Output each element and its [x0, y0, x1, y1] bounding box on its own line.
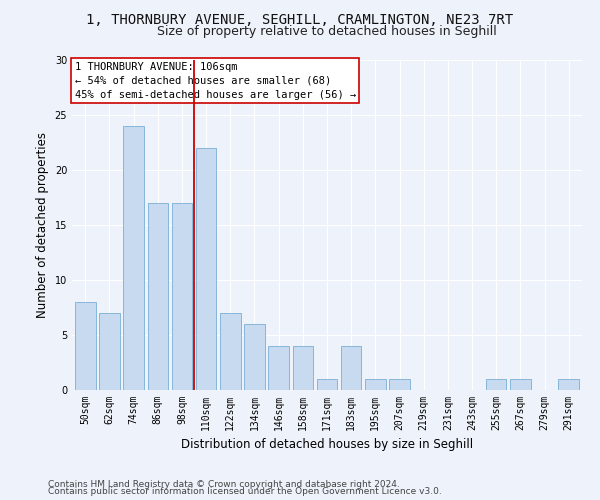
Text: Contains HM Land Registry data © Crown copyright and database right 2024.: Contains HM Land Registry data © Crown c… [48, 480, 400, 489]
Bar [293, 346, 313, 390]
Bar [559, 379, 579, 390]
Text: Contains public sector information licensed under the Open Government Licence v3: Contains public sector information licen… [48, 488, 442, 496]
Text: 1 THORNBURY AVENUE: 106sqm
← 54% of detached houses are smaller (68)
45% of semi: 1 THORNBURY AVENUE: 106sqm ← 54% of deta… [74, 62, 356, 100]
Title: Size of property relative to detached houses in Seghill: Size of property relative to detached ho… [157, 25, 497, 38]
Text: 1, THORNBURY AVENUE, SEGHILL, CRAMLINGTON, NE23 7RT: 1, THORNBURY AVENUE, SEGHILL, CRAMLINGTO… [86, 12, 514, 26]
Bar [172, 203, 192, 390]
Bar [365, 379, 386, 390]
Bar [148, 203, 168, 390]
Bar [196, 148, 217, 390]
Bar [99, 313, 120, 390]
Bar [244, 324, 265, 390]
Bar [510, 379, 530, 390]
Bar [220, 313, 241, 390]
Bar [486, 379, 506, 390]
Y-axis label: Number of detached properties: Number of detached properties [36, 132, 49, 318]
Bar [389, 379, 410, 390]
Bar [341, 346, 361, 390]
Bar [124, 126, 144, 390]
Bar [75, 302, 95, 390]
Bar [317, 379, 337, 390]
Bar [268, 346, 289, 390]
X-axis label: Distribution of detached houses by size in Seghill: Distribution of detached houses by size … [181, 438, 473, 452]
